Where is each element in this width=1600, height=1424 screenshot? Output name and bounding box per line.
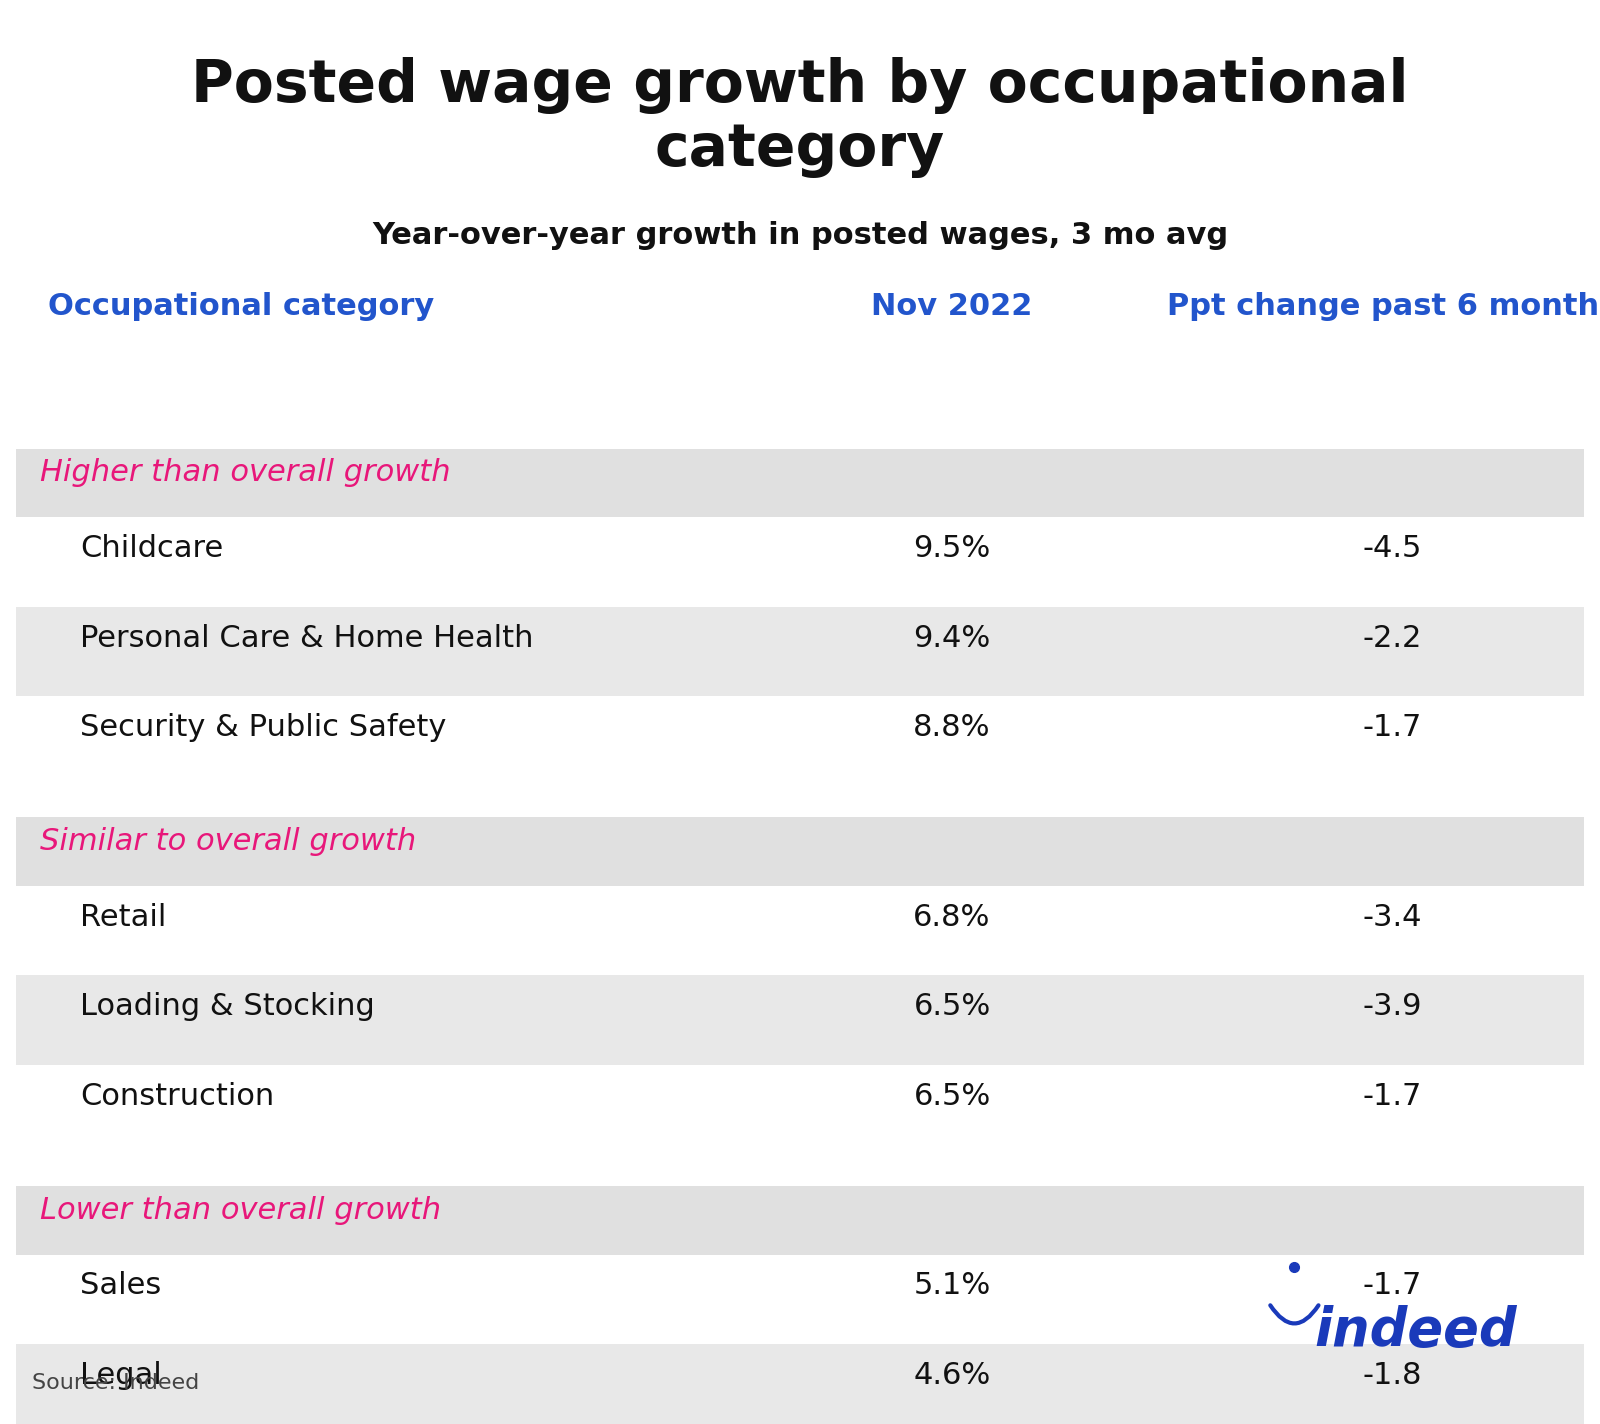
Bar xyxy=(16,1186,1584,1255)
Text: 6.8%: 6.8% xyxy=(914,903,990,931)
Text: -3.4: -3.4 xyxy=(1362,903,1422,931)
Text: 8.8%: 8.8% xyxy=(914,713,990,742)
Bar xyxy=(16,696,1584,786)
Text: Loading & Stocking: Loading & Stocking xyxy=(80,993,374,1021)
Bar xyxy=(16,517,1584,607)
Text: Legal: Legal xyxy=(80,1361,162,1390)
Text: Lower than overall growth: Lower than overall growth xyxy=(40,1196,442,1225)
Text: Construction: Construction xyxy=(80,1082,274,1111)
Text: 4.6%: 4.6% xyxy=(914,1361,990,1390)
Text: Higher than overall growth: Higher than overall growth xyxy=(40,459,451,487)
Text: -4.5: -4.5 xyxy=(1362,534,1422,562)
Text: -1.8: -1.8 xyxy=(1362,1361,1422,1390)
Text: Retail: Retail xyxy=(80,903,166,931)
Text: -1.7: -1.7 xyxy=(1362,713,1422,742)
Bar xyxy=(16,975,1584,1065)
Text: 9.5%: 9.5% xyxy=(914,534,990,562)
Text: Security & Public Safety: Security & Public Safety xyxy=(80,713,446,742)
Text: 6.5%: 6.5% xyxy=(914,993,990,1021)
Bar xyxy=(16,886,1584,975)
Text: Source: Indeed: Source: Indeed xyxy=(32,1373,200,1393)
Text: indeed: indeed xyxy=(1315,1304,1517,1357)
Text: -2.2: -2.2 xyxy=(1362,624,1422,652)
Bar xyxy=(16,607,1584,696)
Text: Year-over-year growth in posted wages, 3 mo avg: Year-over-year growth in posted wages, 3… xyxy=(371,221,1229,249)
Text: 9.4%: 9.4% xyxy=(914,624,990,652)
Text: 5.1%: 5.1% xyxy=(914,1272,990,1300)
Text: -1.7: -1.7 xyxy=(1362,1082,1422,1111)
Text: Nov 2022: Nov 2022 xyxy=(872,292,1032,320)
Text: Similar to overall growth: Similar to overall growth xyxy=(40,827,416,856)
Bar xyxy=(16,817,1584,886)
Bar xyxy=(16,449,1584,517)
Bar xyxy=(16,1344,1584,1424)
Text: -3.9: -3.9 xyxy=(1362,993,1422,1021)
Text: Sales: Sales xyxy=(80,1272,162,1300)
Text: Ppt change past 6 months: Ppt change past 6 months xyxy=(1166,292,1600,320)
Text: Childcare: Childcare xyxy=(80,534,224,562)
Text: Posted wage growth by occupational
category: Posted wage growth by occupational categ… xyxy=(192,57,1408,178)
Text: Personal Care & Home Health: Personal Care & Home Health xyxy=(80,624,533,652)
Text: Occupational category: Occupational category xyxy=(48,292,434,320)
Bar xyxy=(16,1065,1584,1155)
Text: 6.5%: 6.5% xyxy=(914,1082,990,1111)
Bar xyxy=(16,1255,1584,1344)
Text: -1.7: -1.7 xyxy=(1362,1272,1422,1300)
